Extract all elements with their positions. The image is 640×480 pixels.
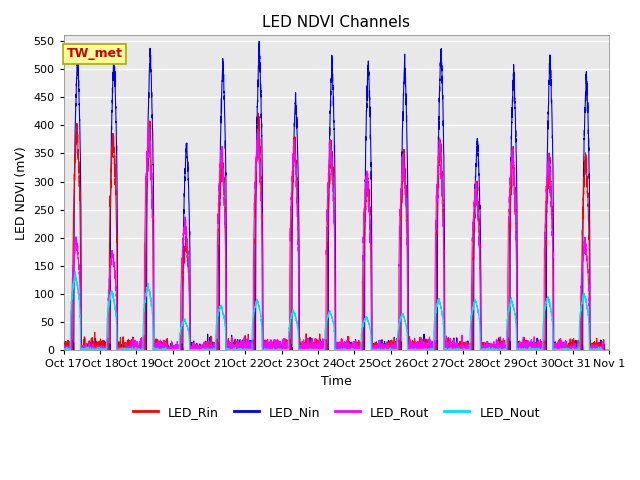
X-axis label: Time: Time <box>321 375 351 388</box>
Title: LED NDVI Channels: LED NDVI Channels <box>262 15 410 30</box>
Legend: LED_Rin, LED_Nin, LED_Rout, LED_Nout: LED_Rin, LED_Nin, LED_Rout, LED_Nout <box>127 401 545 424</box>
Text: TW_met: TW_met <box>67 48 122 60</box>
Y-axis label: LED NDVI (mV): LED NDVI (mV) <box>15 146 28 240</box>
